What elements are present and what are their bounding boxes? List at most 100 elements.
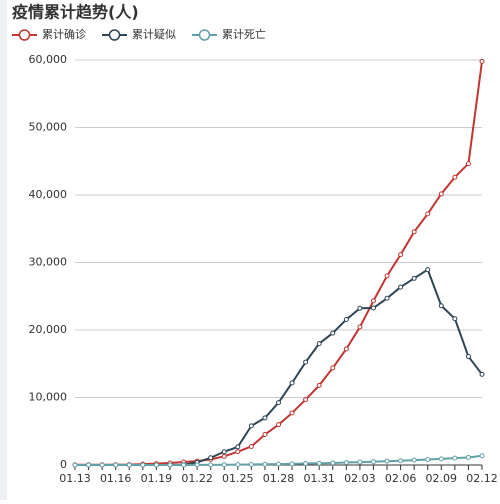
point xyxy=(208,462,214,468)
point xyxy=(411,457,417,463)
point xyxy=(235,444,241,450)
point xyxy=(425,457,431,463)
point xyxy=(248,443,254,449)
y-tick-label: 60,000 xyxy=(29,53,68,66)
point xyxy=(276,400,281,406)
point xyxy=(194,462,200,468)
point xyxy=(303,397,309,403)
y-tick-label: 40,000 xyxy=(29,188,68,201)
x-tick-label: 02.12 xyxy=(466,472,498,485)
point xyxy=(221,449,227,455)
x-tick-label: 02.09 xyxy=(426,472,458,485)
point xyxy=(411,275,417,281)
chart-title: 疫情累计趋势(人) xyxy=(12,3,139,22)
legend-label: 累计疑似 xyxy=(132,28,176,41)
point xyxy=(153,462,159,468)
series-line xyxy=(75,268,483,466)
point xyxy=(465,454,471,460)
point xyxy=(235,462,241,468)
point xyxy=(248,423,254,429)
point xyxy=(452,174,458,180)
point xyxy=(289,410,295,416)
point xyxy=(384,458,390,464)
x-tick-label: 01.28 xyxy=(263,472,295,485)
point xyxy=(438,191,444,197)
y-tick-label: 0 xyxy=(60,458,67,471)
y-tick-label: 50,000 xyxy=(29,121,68,134)
point xyxy=(221,462,227,468)
point xyxy=(72,462,78,468)
legend-label: 累计确诊 xyxy=(42,27,86,41)
point xyxy=(398,458,404,464)
y-tick-label: 10,000 xyxy=(29,391,68,404)
x-tick-label: 01.19 xyxy=(141,472,173,485)
point xyxy=(343,460,349,466)
point xyxy=(235,449,241,455)
point xyxy=(357,324,363,330)
point xyxy=(465,161,471,167)
side-bar xyxy=(0,0,7,500)
point xyxy=(438,456,444,462)
legend-marker xyxy=(198,29,211,41)
point xyxy=(248,461,254,467)
point xyxy=(452,316,458,322)
y-tick-label: 20,000 xyxy=(29,323,68,336)
point xyxy=(384,295,390,301)
point xyxy=(343,346,349,352)
point xyxy=(425,211,431,217)
point xyxy=(262,461,268,467)
point xyxy=(398,252,404,258)
point xyxy=(262,432,268,438)
point xyxy=(208,455,214,461)
point xyxy=(398,284,404,290)
point xyxy=(425,267,431,273)
x-tick-label: 02.03 xyxy=(344,472,376,485)
point xyxy=(181,462,187,468)
point xyxy=(384,273,390,279)
x-tick-label: 02.06 xyxy=(385,472,417,485)
point xyxy=(479,453,485,459)
point xyxy=(303,461,309,467)
point xyxy=(262,415,268,421)
point xyxy=(276,461,281,467)
point xyxy=(357,305,363,311)
point xyxy=(221,453,227,459)
point xyxy=(479,58,485,64)
legend-label: 累计死亡 xyxy=(222,27,266,41)
point xyxy=(370,305,376,311)
point xyxy=(316,341,322,347)
point xyxy=(167,462,173,468)
point xyxy=(330,460,336,466)
legend-marker xyxy=(18,29,31,41)
point xyxy=(465,354,471,360)
point xyxy=(289,380,295,386)
point xyxy=(438,303,444,309)
point xyxy=(357,459,363,465)
point xyxy=(370,459,376,465)
point xyxy=(316,382,322,388)
point xyxy=(113,462,119,468)
point xyxy=(86,462,92,468)
point xyxy=(452,455,458,461)
legend-marker xyxy=(108,29,121,41)
x-tick-label: 01.13 xyxy=(59,472,91,485)
point xyxy=(303,359,309,365)
x-tick-label: 01.31 xyxy=(303,472,335,485)
x-tick-label: 01.25 xyxy=(222,472,254,485)
point xyxy=(99,462,105,468)
point xyxy=(276,422,281,428)
point xyxy=(316,460,322,466)
x-tick-label: 01.22 xyxy=(181,472,213,485)
point xyxy=(479,371,485,377)
x-tick-label: 01.16 xyxy=(100,472,132,485)
point xyxy=(343,316,349,322)
point xyxy=(126,462,132,468)
point xyxy=(370,298,376,304)
point xyxy=(289,461,295,467)
point xyxy=(411,229,417,235)
point xyxy=(140,462,146,468)
y-tick-label: 30,000 xyxy=(29,256,68,269)
point xyxy=(330,330,336,336)
point xyxy=(330,365,336,371)
